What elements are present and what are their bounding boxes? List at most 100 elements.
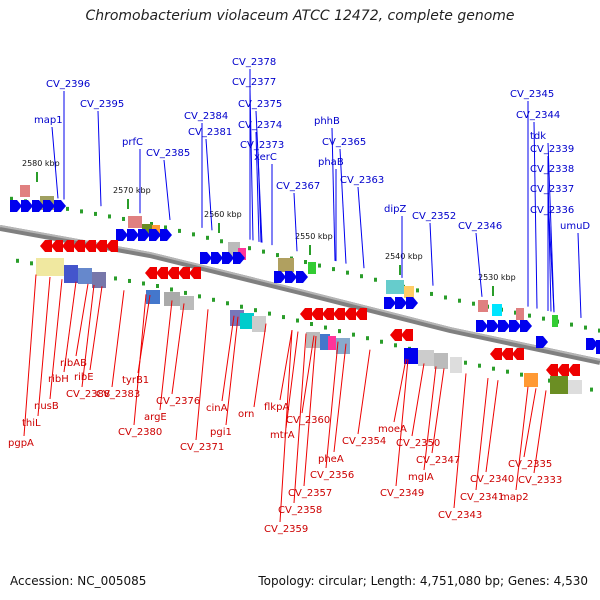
reverse-label-leader [515,386,529,491]
reverse-label-leader [423,366,437,471]
tick-mark [492,366,495,371]
reverse-gene-label: tyrB1 [122,375,149,386]
forward-gene-label: CV_2377 [232,77,276,88]
reverse-gene-label: pgi1 [210,427,232,438]
reverse-gene-label: orn [238,409,254,420]
tick-mark [268,311,271,316]
reverse-gene-label: CV_2333 [518,475,562,486]
reverse-label-leader [133,294,147,426]
forward-gene-arrow [149,229,161,241]
reverse-gene-label: CV_2383 [96,389,140,400]
reverse-gene-arrow [344,308,356,320]
kbp-tick [492,286,494,296]
reverse-gene-label: CV_2356 [310,470,354,481]
feature-box [92,272,106,288]
reverse-gene-label: mglA [408,472,434,483]
tick-mark [30,261,33,266]
reverse-gene-arrow [73,240,85,252]
reverse-gene-label: CV_2380 [118,427,162,438]
reverse-gene-label: pgpA [8,438,34,449]
forward-label-leader [475,232,483,297]
reverse-gene-label: CV_2371 [180,442,224,453]
feature-box [434,353,448,369]
tick-mark [374,277,377,282]
tick-mark [212,297,215,302]
tick-mark [94,211,97,216]
forward-gene-label: phhB [314,116,340,127]
forward-gene-label: CV_2384 [184,111,228,122]
reverse-gene-arrow [512,348,524,360]
forward-gene-label: umuD [560,221,590,232]
forward-label-leader [163,159,171,220]
reverse-gene-labels: ribAB ribH ribE CV_2388 nusB thiL pgpA tyrB1 CV_… [8,358,562,535]
tick-mark [458,298,461,303]
reverse-label-leader [357,349,371,435]
reverse-gene-arrow [390,329,402,341]
reverse-gene-arrow [333,308,345,320]
forward-gene-arrow [536,336,548,348]
forward-label-leader [547,195,555,313]
tick-mark [122,216,125,221]
genome-summary: Topology: circular; Length: 4,751,080 bp… [258,574,588,588]
reverse-label-leader [533,390,547,474]
tick-mark [360,274,363,279]
tick-mark [240,304,243,309]
reverse-gene-arrow [355,308,367,320]
tick-mark [296,318,299,323]
reverse-gene-arrow [156,267,168,279]
reverse-label-leader [301,335,315,414]
feature-box [20,185,30,197]
reverse-gene-arrow [40,240,52,252]
forward-gene-block [596,340,600,354]
reverse-gene-arrow [311,308,323,320]
forward-label-leader [339,148,347,264]
feature-box [568,380,582,394]
forward-gene-arrow [127,229,139,241]
forward-gene-label: CV_2337 [530,184,574,195]
tick-mark [310,322,313,327]
reverse-gene-arrow [300,308,312,320]
feature-box [164,292,180,306]
reverse-gene-arrow [106,240,118,252]
genome-title: Chromobacterium violaceum ATCC 12472, co… [85,8,515,24]
kbp-tick [127,199,129,209]
tick-mark [478,363,481,368]
reverse-label-leader [393,358,407,423]
reverse-gene-arrow [145,267,157,279]
feature-box [418,350,434,366]
tick-mark [338,329,341,334]
kbp-label: 2570 kbp [113,186,151,195]
reverse-gene-label: CV_2335 [508,459,552,470]
tick-mark [164,225,167,230]
tick-mark [590,387,593,392]
reverse-gene-label: CV_2341 [460,492,504,503]
reverse-label-leader [49,279,63,400]
forward-gene-label: prfC [122,137,143,148]
reverse-gene-arrow [51,240,63,252]
forward-gene-arrow [296,271,308,283]
forward-gene-label: xerC [254,152,277,163]
reverse-gene-label: pheA [318,454,344,465]
forward-genes [10,200,598,350]
reverse-label-leader [37,276,51,417]
feature-box [492,304,502,316]
tick-mark [528,313,531,318]
reverse-label-leader [453,373,467,509]
tick-mark [248,246,251,251]
tick-mark [198,294,201,299]
tick-mark [206,235,209,240]
feature-box [336,338,350,354]
reverse-label-leader [75,283,89,357]
feature-box [36,258,64,276]
tick-mark [10,196,13,201]
forward-gene-label: CV_2378 [232,57,276,68]
forward-gene-label: CV_2395 [80,99,124,110]
forward-gene-label: CV_2338 [530,164,574,175]
reverse-gene-label: flkpA [264,402,289,413]
forward-gene-arrow [476,320,488,332]
feature-box [278,258,294,272]
reverse-gene-label: mtrA [270,430,295,441]
tick-mark [170,287,173,292]
tick-mark [80,209,83,214]
forward-gene-arrow [200,252,212,264]
